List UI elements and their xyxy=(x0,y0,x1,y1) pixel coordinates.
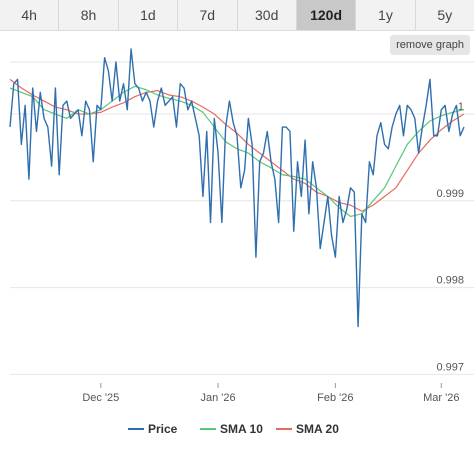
tab-30d[interactable]: 30d xyxy=(238,0,297,30)
tab-120d[interactable]: 120d xyxy=(296,0,357,30)
x-tick-label: Dec '25 xyxy=(82,392,119,404)
tab-5y[interactable]: 5y xyxy=(437,7,453,23)
x-tick-label: Mar '26 xyxy=(423,392,459,404)
x-tick-label: Feb '26 xyxy=(317,392,353,404)
series-lines xyxy=(9,48,465,328)
grid-lines xyxy=(10,61,474,375)
x-tick-label: Jan '26 xyxy=(201,392,236,404)
legend-label-sma-20[interactable]: SMA 20 xyxy=(296,422,339,436)
x-axis-ticks: Dec '25 Jan '26 Feb '26 Mar '26 xyxy=(82,383,459,404)
timeframe-tabs: 4h 8h 1d 7d 30d 120d 1y 5y xyxy=(0,0,474,31)
tab-4h[interactable]: 4h xyxy=(0,0,60,30)
tab-8h[interactable]: 8h xyxy=(59,0,119,30)
series-line-price xyxy=(9,48,465,328)
tab-1y[interactable]: 1y xyxy=(356,0,416,30)
y-tick-label: 0.998 xyxy=(436,275,464,287)
y-tick-label: 0.997 xyxy=(436,361,464,373)
series-line-sma-10 xyxy=(9,85,465,218)
series-line-sma-20 xyxy=(9,78,465,212)
legend-label-price[interactable]: Price xyxy=(148,422,178,436)
y-axis-ticks: 1 0.999 0.998 0.997 xyxy=(436,101,464,373)
tab-1d[interactable]: 1d xyxy=(119,0,179,30)
legend-label-sma-10[interactable]: SMA 10 xyxy=(220,422,263,436)
tab-7d[interactable]: 7d xyxy=(178,0,238,30)
chart-legend: Price SMA 10 SMA 20 xyxy=(128,422,339,436)
y-tick-label: 0.999 xyxy=(436,188,464,200)
remove-graph-button[interactable]: remove graph xyxy=(390,35,470,55)
y-tick-label: 1 xyxy=(458,101,464,113)
